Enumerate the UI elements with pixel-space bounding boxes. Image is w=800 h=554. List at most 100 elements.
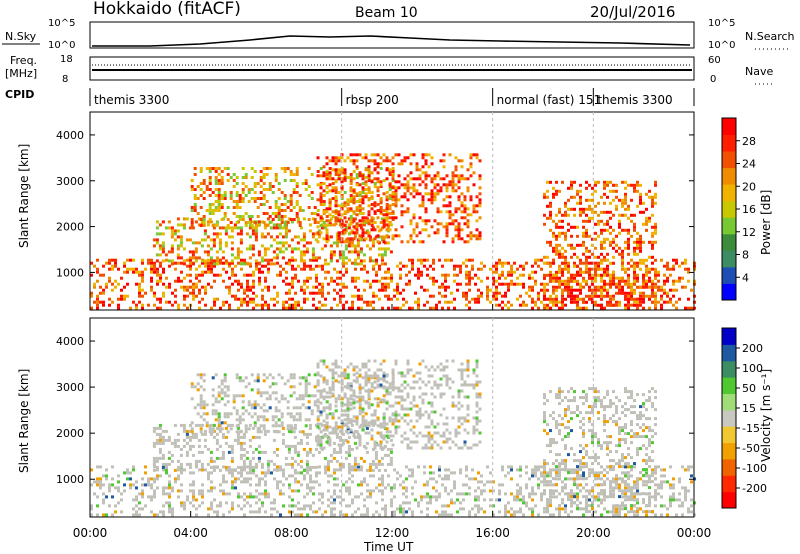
velocity-cell	[289, 394, 293, 398]
velocity-cell	[249, 510, 252, 514]
velocity-cell	[660, 504, 663, 508]
power-cell	[472, 204, 476, 208]
site-title: Hokkaido (fitACF)	[93, 0, 241, 19]
velocity-cell	[331, 385, 335, 389]
power-cell	[225, 300, 228, 304]
power-cell	[388, 159, 392, 163]
velocity-cell	[197, 450, 201, 454]
power-cell	[651, 285, 654, 289]
velocity-cell	[639, 507, 642, 511]
power-cell	[651, 246, 654, 250]
power-cell	[555, 252, 558, 256]
power-cell	[264, 276, 267, 280]
velocity-cell	[222, 465, 225, 469]
velocity-cell	[298, 412, 302, 416]
velocity-cell	[190, 397, 194, 401]
velocity-cell	[153, 492, 156, 496]
velocity-cell	[236, 435, 240, 439]
power-cell	[648, 219, 651, 223]
power-cell	[342, 261, 345, 265]
velocity-cell	[282, 471, 285, 475]
power-cell	[158, 223, 162, 227]
power-cell	[352, 159, 356, 163]
velocity-cell	[298, 382, 302, 386]
power-cell	[519, 264, 522, 268]
velocity-cell	[245, 450, 249, 454]
power-cell	[579, 282, 582, 286]
power-cell	[281, 235, 285, 239]
power-cell	[328, 198, 332, 202]
velocity-cell	[426, 492, 429, 496]
velocity-cell	[265, 409, 269, 413]
power-cell	[203, 238, 207, 242]
velocity-cell	[237, 471, 240, 475]
power-cell	[355, 173, 359, 176]
velocity-cell	[453, 480, 456, 484]
power-cell	[543, 288, 546, 292]
power-cell	[248, 235, 252, 239]
power-cell	[374, 235, 378, 239]
velocity-cell	[161, 456, 165, 460]
power-cell	[355, 231, 359, 235]
velocity-cell	[345, 489, 348, 493]
power-cell	[277, 212, 281, 215]
velocity-cell	[516, 495, 519, 499]
velocity-cell	[226, 394, 230, 398]
velocity-cell	[300, 465, 303, 469]
velocity-cell	[321, 501, 324, 505]
power-cell	[498, 303, 501, 307]
velocity-cell	[277, 430, 281, 434]
velocity-cell	[411, 513, 414, 517]
power-cell	[678, 297, 681, 301]
velocity-cell	[330, 513, 333, 517]
power-cell	[304, 182, 308, 185]
velocity-cell	[558, 513, 561, 517]
power-cell	[367, 174, 371, 178]
power-cell	[361, 201, 365, 205]
power-cell	[314, 256, 318, 260]
velocity-cell	[238, 376, 242, 380]
power-cell	[259, 170, 263, 173]
velocity-cell	[308, 447, 312, 451]
power-cell	[660, 297, 663, 301]
velocity-cell	[405, 477, 408, 481]
power-cell	[342, 264, 345, 268]
power-cell	[447, 306, 450, 310]
power-cell	[262, 182, 266, 185]
velocity-cell	[498, 489, 501, 493]
power-cell	[208, 218, 212, 221]
velocity-cell	[627, 474, 630, 478]
power-cell	[573, 213, 576, 217]
power-cell	[654, 195, 657, 199]
velocity-cell	[208, 424, 212, 428]
power-cell	[267, 270, 270, 274]
power-cell	[377, 247, 381, 251]
power-cell	[406, 210, 410, 214]
power-cell	[355, 207, 359, 211]
velocity-cell	[225, 468, 228, 472]
power-cell	[576, 264, 579, 268]
power-cell	[261, 294, 264, 298]
velocity-cell	[250, 415, 254, 419]
power-cell	[214, 224, 218, 227]
power-cell	[261, 270, 264, 274]
velocity-cell	[279, 513, 282, 517]
velocity-cell	[153, 477, 156, 481]
power-cell	[342, 273, 345, 277]
power-cell	[302, 259, 306, 263]
power-cell	[582, 300, 585, 304]
velocity-cell	[132, 465, 135, 469]
velocity-cell	[504, 492, 507, 496]
velocity-cell	[477, 507, 480, 511]
power-cell	[297, 279, 300, 283]
power-cell	[353, 262, 357, 266]
power-cell	[261, 288, 264, 292]
velocity-cell	[377, 462, 381, 466]
power-cell	[221, 250, 225, 254]
power-cell	[540, 300, 543, 304]
velocity-cell	[645, 513, 648, 517]
velocity-cell	[351, 468, 354, 472]
power-cell	[322, 165, 326, 169]
velocity-cell	[165, 501, 168, 505]
power-cell	[408, 279, 411, 283]
